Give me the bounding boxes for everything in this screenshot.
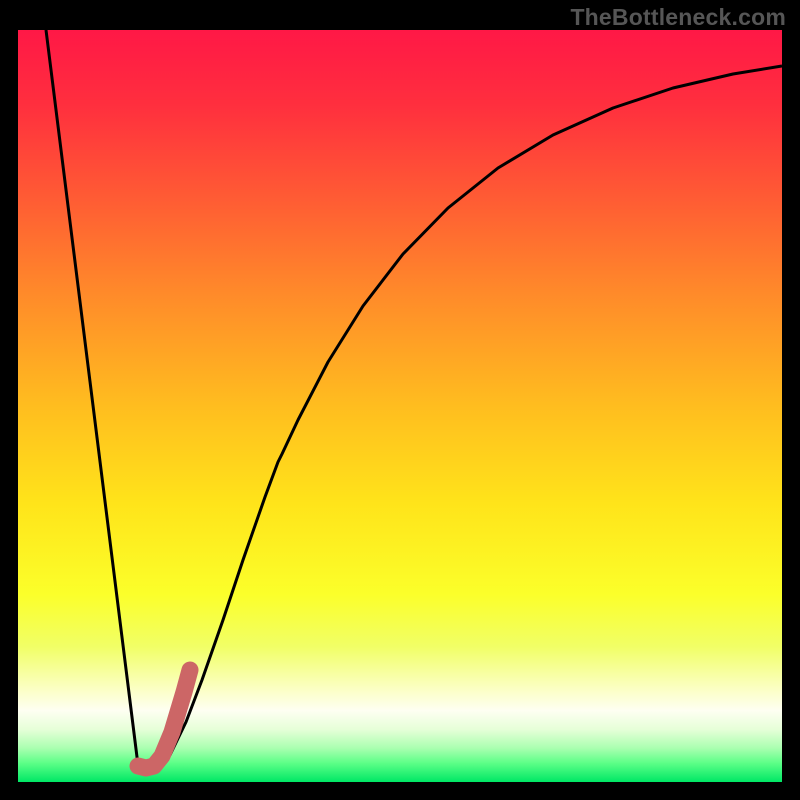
plot-svg xyxy=(18,30,782,782)
plot-area xyxy=(18,30,782,782)
chart-frame: TheBottleneck.com xyxy=(0,0,800,800)
watermark-label: TheBottleneck.com xyxy=(570,4,786,31)
gradient-background xyxy=(18,30,782,782)
